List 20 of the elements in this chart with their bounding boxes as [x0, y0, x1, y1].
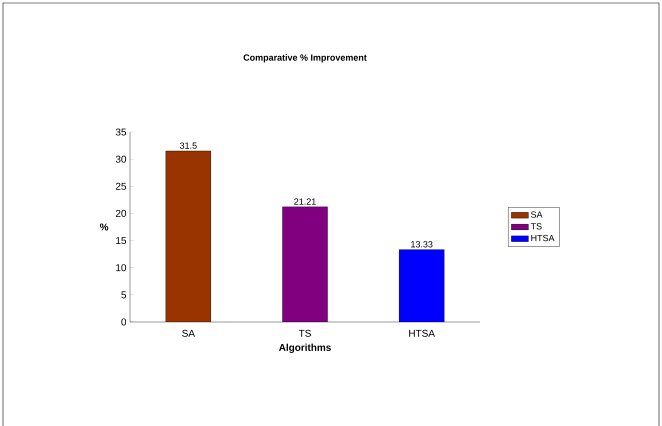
- x-axis-title: Algorithms: [278, 344, 331, 353]
- legend-label: SA: [531, 211, 543, 218]
- chart-title: Comparative % Improvement: [244, 54, 367, 62]
- x-tick-label: SA: [182, 330, 195, 337]
- y-axis-title: %: [100, 223, 108, 231]
- data-label: 31.5: [180, 142, 197, 149]
- y-tick-label: 15: [116, 237, 126, 244]
- y-tick-label: 25: [116, 182, 126, 190]
- y-tick-label: 0: [121, 318, 126, 326]
- y-tick-label: 20: [116, 210, 126, 217]
- y-tick-label: 5: [121, 291, 126, 298]
- y-tick-label: 35: [116, 128, 126, 136]
- x-tick-label: HTSA: [409, 330, 435, 337]
- legend-label: HTSA: [531, 234, 554, 242]
- data-label: 21.21: [294, 198, 316, 205]
- y-tick-label: 30: [116, 156, 126, 163]
- y-tick-label: 10: [116, 264, 126, 272]
- legend-label: TS: [530, 223, 542, 230]
- x-tick-label: TS: [298, 330, 311, 337]
- data-label: 13.33: [411, 241, 432, 248]
